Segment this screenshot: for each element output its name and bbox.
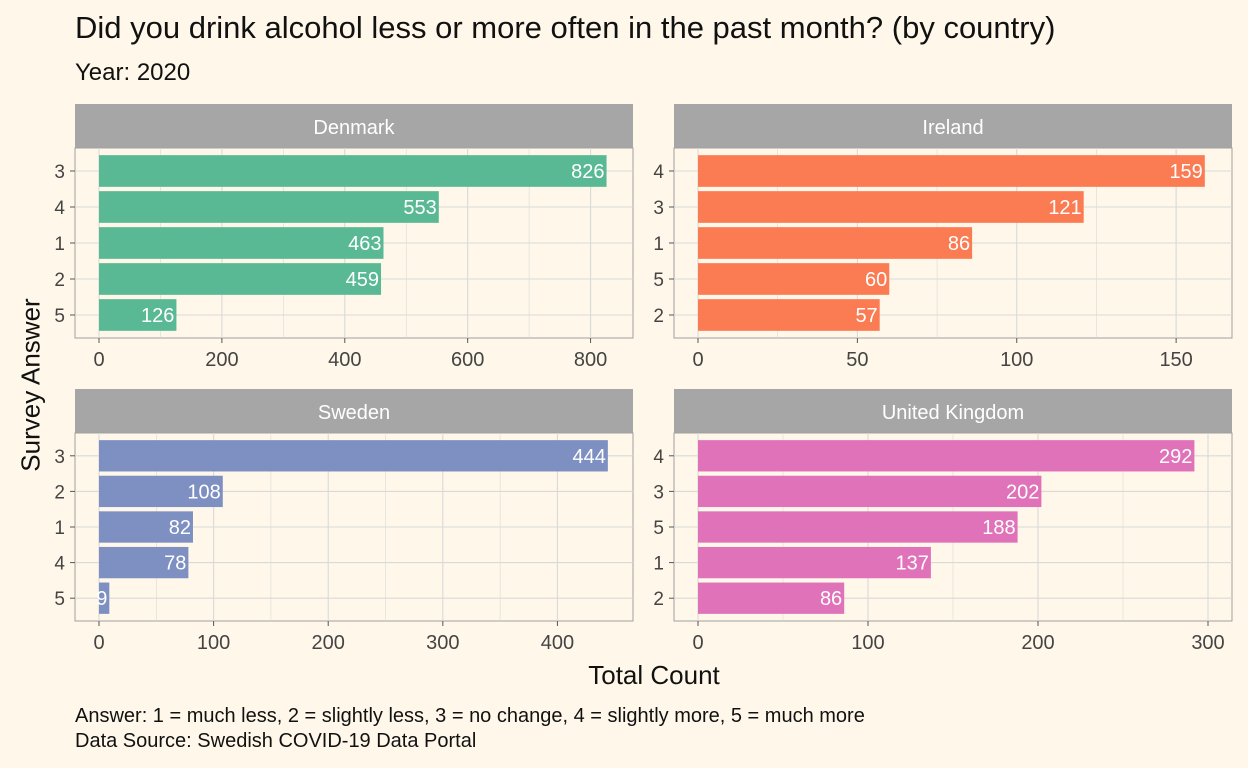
bar-denmark-answer-3 xyxy=(99,155,607,187)
x-tick-label-ireland: 0 xyxy=(692,349,703,371)
x-tick-label-united-kingdom: 200 xyxy=(1021,632,1054,654)
x-tick-label-sweden: 100 xyxy=(197,632,230,654)
facet-strip-label-sweden: Sweden xyxy=(318,402,390,424)
x-tick-label-denmark: 200 xyxy=(205,349,238,371)
y-tick-label-united-kingdom: 3 xyxy=(653,482,664,503)
y-tick-label-ireland: 1 xyxy=(653,234,664,255)
bar-united-kingdom-answer-1 xyxy=(698,546,931,579)
facet-strip-united-kingdom xyxy=(674,389,1232,433)
bar-denmark-answer-2 xyxy=(99,263,382,295)
y-tick-label-ireland: 5 xyxy=(653,270,664,291)
y-tick-label-denmark: 4 xyxy=(54,198,65,219)
bar-united-kingdom-answer-4 xyxy=(698,440,1195,472)
x-tick-label-ireland: 150 xyxy=(1159,349,1192,371)
y-tick-label-united-kingdom: 1 xyxy=(653,554,664,575)
bar-denmark-answer-5 xyxy=(99,299,177,331)
facet-strip-ireland xyxy=(674,104,1232,148)
bar-value-label-united-kingdom-answer-2: 86 xyxy=(820,588,842,610)
bar-value-label-denmark-answer-5: 126 xyxy=(141,305,174,327)
bar-value-label-denmark-answer-2: 459 xyxy=(346,269,379,291)
bar-value-label-ireland-answer-2: 57 xyxy=(855,305,877,327)
bar-value-label-ireland-answer-4: 159 xyxy=(1169,161,1202,183)
bar-value-label-united-kingdom-answer-1: 137 xyxy=(896,553,929,575)
bar-value-label-sweden-answer-1: 82 xyxy=(169,517,191,539)
caption-answer-legend: Answer: 1 = much less, 2 = slightly less… xyxy=(75,705,865,727)
y-tick-label-sweden: 1 xyxy=(54,518,65,539)
bar-sweden-answer-1 xyxy=(99,511,193,543)
facet-strip-label-denmark: Denmark xyxy=(313,117,395,139)
bar-value-label-denmark-answer-4: 553 xyxy=(403,197,436,219)
x-tick-label-sweden: 200 xyxy=(312,632,345,654)
bar-value-label-sweden-answer-3: 444 xyxy=(572,446,605,468)
y-tick-label-ireland: 4 xyxy=(653,162,664,183)
facet-strip-label-ireland: Ireland xyxy=(922,117,983,139)
y-tick-label-sweden: 2 xyxy=(54,482,65,503)
bar-value-label-ireland-answer-1: 86 xyxy=(948,233,970,255)
bar-value-label-sweden-answer-5: 9 xyxy=(96,588,107,610)
facet-strip-denmark xyxy=(75,104,633,148)
y-tick-label-denmark: 2 xyxy=(54,270,65,291)
y-tick-label-denmark: 5 xyxy=(54,306,65,327)
bar-sweden-answer-3 xyxy=(99,440,608,472)
x-tick-label-ireland: 100 xyxy=(1000,349,1033,371)
bar-ireland-answer-1 xyxy=(698,227,973,259)
x-tick-label-denmark: 800 xyxy=(574,349,607,371)
y-tick-label-united-kingdom: 4 xyxy=(653,447,664,468)
x-tick-label-sweden: 0 xyxy=(93,632,104,654)
bar-value-label-united-kingdom-answer-5: 188 xyxy=(982,517,1015,539)
x-tick-label-denmark: 600 xyxy=(451,349,484,371)
x-tick-label-denmark: 400 xyxy=(328,349,361,371)
bar-value-label-ireland-answer-5: 60 xyxy=(865,269,887,291)
bar-united-kingdom-answer-5 xyxy=(698,511,1018,543)
x-tick-label-ireland: 50 xyxy=(846,349,868,371)
x-tick-label-sweden: 300 xyxy=(426,632,459,654)
caption-data-source: Data Source: Swedish COVID-19 Data Porta… xyxy=(75,730,477,752)
bar-value-label-united-kingdom-answer-4: 292 xyxy=(1159,446,1192,468)
y-tick-label-united-kingdom: 5 xyxy=(653,518,664,539)
x-tick-label-united-kingdom: 0 xyxy=(692,632,703,654)
bar-value-label-denmark-answer-1: 463 xyxy=(348,233,381,255)
bar-ireland-answer-4 xyxy=(698,155,1205,187)
y-tick-label-denmark: 3 xyxy=(54,162,65,183)
bar-value-label-ireland-answer-3: 121 xyxy=(1048,197,1081,219)
bar-sweden-answer-2 xyxy=(99,475,223,508)
bar-value-label-denmark-answer-3: 826 xyxy=(571,161,604,183)
y-tick-label-united-kingdom: 2 xyxy=(653,589,664,610)
bar-denmark-answer-1 xyxy=(99,227,384,259)
bar-united-kingdom-answer-2 xyxy=(698,582,845,614)
chart-subtitle: Year: 2020 xyxy=(75,59,191,86)
bar-value-label-united-kingdom-answer-3: 202 xyxy=(1006,481,1039,503)
bar-denmark-answer-4 xyxy=(99,191,439,223)
x-axis-label: Total Count xyxy=(588,660,720,690)
bar-ireland-answer-2 xyxy=(698,299,880,331)
bar-value-label-sweden-answer-4: 78 xyxy=(164,553,186,575)
y-tick-label-ireland: 2 xyxy=(653,306,664,327)
bar-sweden-answer-4 xyxy=(99,546,189,579)
bar-value-label-sweden-answer-2: 108 xyxy=(187,481,220,503)
y-tick-label-sweden: 4 xyxy=(54,554,65,575)
facet-strip-sweden xyxy=(75,389,633,433)
bar-ireland-answer-5 xyxy=(698,263,890,295)
bar-united-kingdom-answer-3 xyxy=(698,475,1042,508)
facet-strip-label-united-kingdom: United Kingdom xyxy=(882,402,1024,424)
bar-sweden-answer-5 xyxy=(99,582,110,614)
x-tick-label-united-kingdom: 300 xyxy=(1191,632,1224,654)
bar-ireland-answer-3 xyxy=(698,191,1084,223)
x-tick-label-united-kingdom: 100 xyxy=(851,632,884,654)
y-tick-label-denmark: 1 xyxy=(54,234,65,255)
y-tick-label-sweden: 3 xyxy=(54,447,65,468)
x-tick-label-sweden: 400 xyxy=(541,632,574,654)
y-tick-label-sweden: 5 xyxy=(54,589,65,610)
chart-title: Did you drink alcohol less or more often… xyxy=(75,10,1056,45)
y-tick-label-ireland: 3 xyxy=(653,198,664,219)
x-tick-label-denmark: 0 xyxy=(93,349,104,371)
